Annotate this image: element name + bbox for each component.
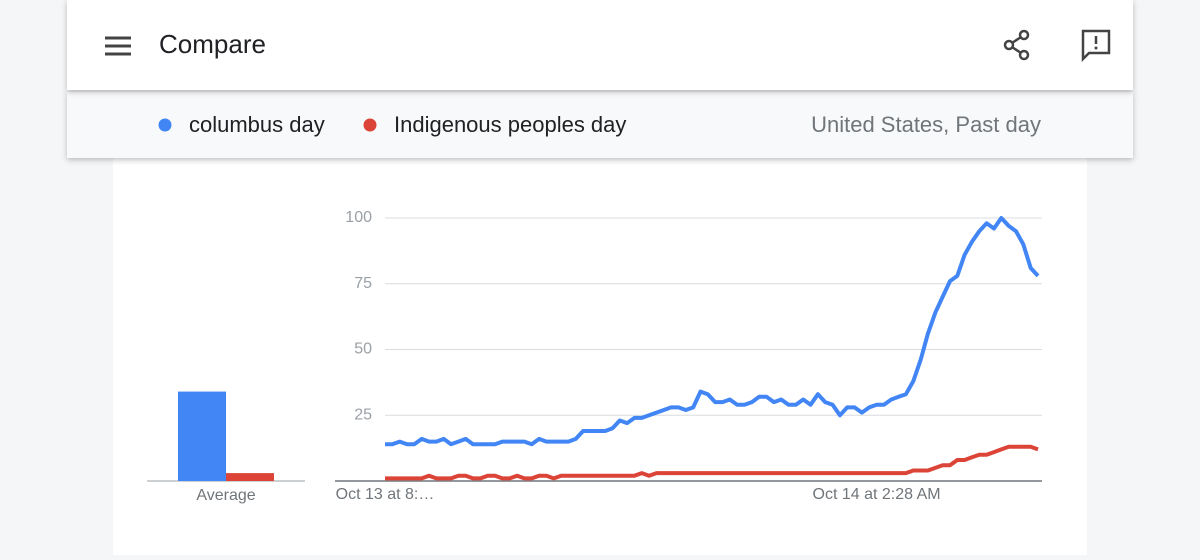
- feedback-icon[interactable]: [1081, 29, 1111, 63]
- menu-icon[interactable]: [105, 36, 131, 56]
- x-tick-label: Average: [196, 487, 255, 504]
- header-bar: [67, 0, 1133, 90]
- y-tick-label: 25: [354, 406, 372, 423]
- page-title: Compare: [159, 29, 266, 59]
- y-tick-label: 50: [354, 341, 372, 358]
- legend-label: columbus day: [189, 112, 325, 137]
- x-tick-label: Oct 14 at 2:28 AM: [813, 486, 941, 503]
- share-icon[interactable]: [1003, 29, 1030, 61]
- y-tick-label: 75: [354, 275, 372, 292]
- plot-area: Average 25 50 75 100 Oct 13 at 8:… Oct 14 at 2…: [147, 209, 1042, 504]
- legend-label: Indigenous peoples day: [394, 112, 626, 137]
- x-tick-label: Oct 13 at 8:…: [336, 486, 435, 503]
- legend-bar: [67, 92, 1133, 158]
- series-line: [385, 216, 1040, 447]
- y-tick-label: 100: [345, 209, 372, 226]
- scope-label: United States, Past day: [811, 112, 1041, 137]
- legend-swatch: [158, 118, 172, 132]
- chart-card: [113, 150, 1087, 555]
- bar: [178, 391, 226, 481]
- legend-swatch: [363, 118, 377, 132]
- series-line: [385, 444, 1039, 481]
- bar: [226, 473, 274, 481]
